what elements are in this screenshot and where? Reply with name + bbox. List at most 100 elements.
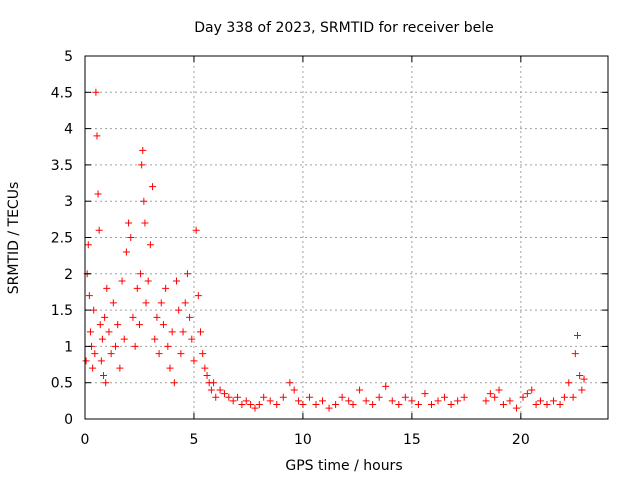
data-point <box>225 393 233 401</box>
x-axis-label: GPS time / hours <box>285 458 402 474</box>
data-point <box>101 313 109 321</box>
data-points <box>82 88 588 412</box>
data-point <box>454 397 462 405</box>
data-point <box>179 328 187 336</box>
data-point <box>98 335 106 343</box>
data-point <box>131 342 139 350</box>
data-point <box>162 284 170 292</box>
data-point <box>190 357 198 365</box>
x-tick-label: 15 <box>403 432 421 448</box>
y-axis-label: SRMTID / TECUs <box>6 182 22 295</box>
y-tick-label: 2.5 <box>51 231 73 247</box>
data-point <box>556 400 564 408</box>
y-tick-label: 4 <box>64 122 73 138</box>
data-point <box>133 284 141 292</box>
data-point <box>414 400 422 408</box>
data-point <box>519 393 527 401</box>
data-point <box>395 400 403 408</box>
data-point <box>86 328 94 336</box>
data-point <box>177 350 185 358</box>
data-point <box>220 390 228 398</box>
data-point <box>188 335 196 343</box>
data-point <box>82 357 90 365</box>
grid-lines <box>85 56 608 419</box>
data-point <box>441 393 449 401</box>
data-point <box>573 332 581 340</box>
data-point <box>532 400 540 408</box>
data-point <box>369 400 377 408</box>
data-point <box>186 313 194 321</box>
data-point <box>125 219 133 227</box>
data-point <box>146 241 154 249</box>
data-point <box>375 393 383 401</box>
data-point <box>109 299 117 307</box>
data-point <box>491 393 499 401</box>
data-point <box>338 393 346 401</box>
data-point <box>543 400 551 408</box>
x-tick-label: 0 <box>81 432 90 448</box>
data-point <box>362 397 370 405</box>
data-point <box>528 386 536 394</box>
data-point <box>560 393 568 401</box>
data-point <box>325 404 333 412</box>
x-tick-label: 10 <box>294 432 312 448</box>
data-point <box>279 393 287 401</box>
data-point <box>401 393 409 401</box>
y-tick-label: 0 <box>64 412 73 428</box>
data-point <box>92 88 100 96</box>
data-point <box>157 299 165 307</box>
axis-ticks <box>84 55 608 420</box>
data-point <box>382 382 390 390</box>
data-point <box>196 328 204 336</box>
data-point <box>168 328 176 336</box>
y-tick-label: 4.5 <box>51 85 73 101</box>
data-point <box>460 393 468 401</box>
data-point <box>234 393 242 401</box>
data-point <box>114 321 122 329</box>
y-tick-label: 5 <box>64 49 73 65</box>
data-point <box>149 183 157 191</box>
data-point <box>140 197 148 205</box>
data-point <box>210 379 218 387</box>
y-tick-label: 1.5 <box>51 303 73 319</box>
data-point <box>166 364 174 372</box>
data-point <box>290 386 298 394</box>
data-point <box>170 379 178 387</box>
data-point <box>266 397 274 405</box>
data-point <box>506 397 514 405</box>
data-point <box>100 371 108 379</box>
data-point <box>96 321 104 329</box>
data-point <box>203 371 211 379</box>
data-point <box>153 313 161 321</box>
data-point <box>238 400 246 408</box>
data-point <box>421 390 429 398</box>
data-point <box>345 397 353 405</box>
data-point <box>91 350 99 358</box>
y-tick-label: 0.5 <box>51 376 73 392</box>
data-point <box>135 321 143 329</box>
data-point <box>183 270 191 278</box>
data-point <box>251 404 259 412</box>
data-point <box>138 161 146 169</box>
data-point <box>173 277 181 285</box>
data-point <box>141 219 149 227</box>
data-point <box>164 342 172 350</box>
data-point <box>105 328 113 336</box>
data-point <box>312 400 320 408</box>
data-point <box>580 375 588 383</box>
data-point <box>139 146 147 154</box>
y-tick-label: 2 <box>64 267 73 283</box>
data-point <box>388 397 396 405</box>
data-point <box>103 284 111 292</box>
data-point <box>571 350 579 358</box>
data-point <box>181 299 189 307</box>
x-tick-label: 5 <box>189 432 198 448</box>
data-point <box>194 292 202 300</box>
data-point <box>84 241 92 249</box>
y-tick-label: 3.5 <box>51 158 73 174</box>
data-point <box>151 335 159 343</box>
data-point <box>212 393 220 401</box>
data-point <box>95 226 103 234</box>
